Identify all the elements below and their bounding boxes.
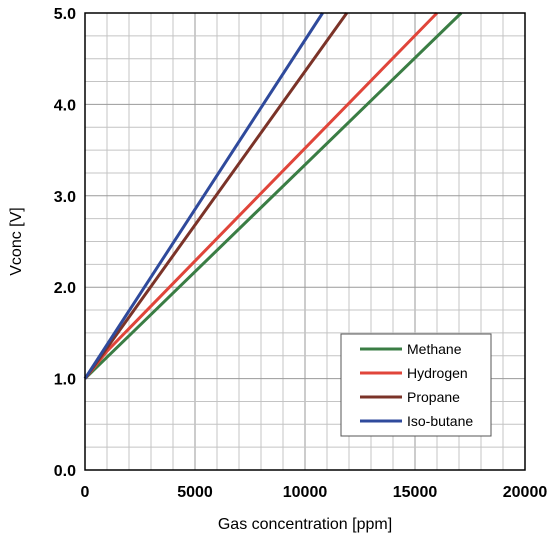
- legend: Methane Hydrogen Propane Iso-butane: [340, 333, 492, 437]
- x-tick-labels: 0 5000 10000 15000 20000: [81, 484, 548, 501]
- x-axis-title: Gas concentration [ppm]: [218, 516, 392, 533]
- legend-box: [340, 333, 492, 437]
- legend-label: Propane: [407, 389, 460, 405]
- y-tick-label: 2.0: [54, 280, 76, 297]
- series-line-methane: [83, 11, 463, 380]
- legend-label: Hydrogen: [407, 365, 468, 381]
- legend-items: Methane Hydrogen Propane Iso-butane: [360, 341, 473, 429]
- series-line-propane: [83, 12, 349, 380]
- x-tick-label: 0: [81, 484, 90, 501]
- series-lines: [83, 11, 463, 380]
- y-tick-label: 3.0: [54, 189, 76, 206]
- y-tick-label: 5.0: [54, 6, 76, 23]
- x-tick-label: 15000: [393, 484, 438, 501]
- legend-label: Methane: [407, 341, 462, 357]
- y-axis-title: Vconc [V]: [8, 207, 25, 275]
- y-tick-labels: 0.0 1.0 2.0 3.0 4.0 5.0: [54, 6, 76, 480]
- plot-frame: [84, 12, 526, 471]
- y-tick-label: 4.0: [54, 97, 76, 114]
- y-tick-label: 0.0: [54, 463, 76, 480]
- y-tick-label: 1.0: [54, 372, 76, 389]
- series-line-iso-butane: [83, 12, 324, 380]
- x-tick-label: 20000: [503, 484, 548, 501]
- legend-label: Iso-butane: [407, 413, 473, 429]
- x-tick-label: 10000: [283, 484, 328, 501]
- x-tick-label: 5000: [177, 484, 213, 501]
- grid-lines: [85, 13, 525, 470]
